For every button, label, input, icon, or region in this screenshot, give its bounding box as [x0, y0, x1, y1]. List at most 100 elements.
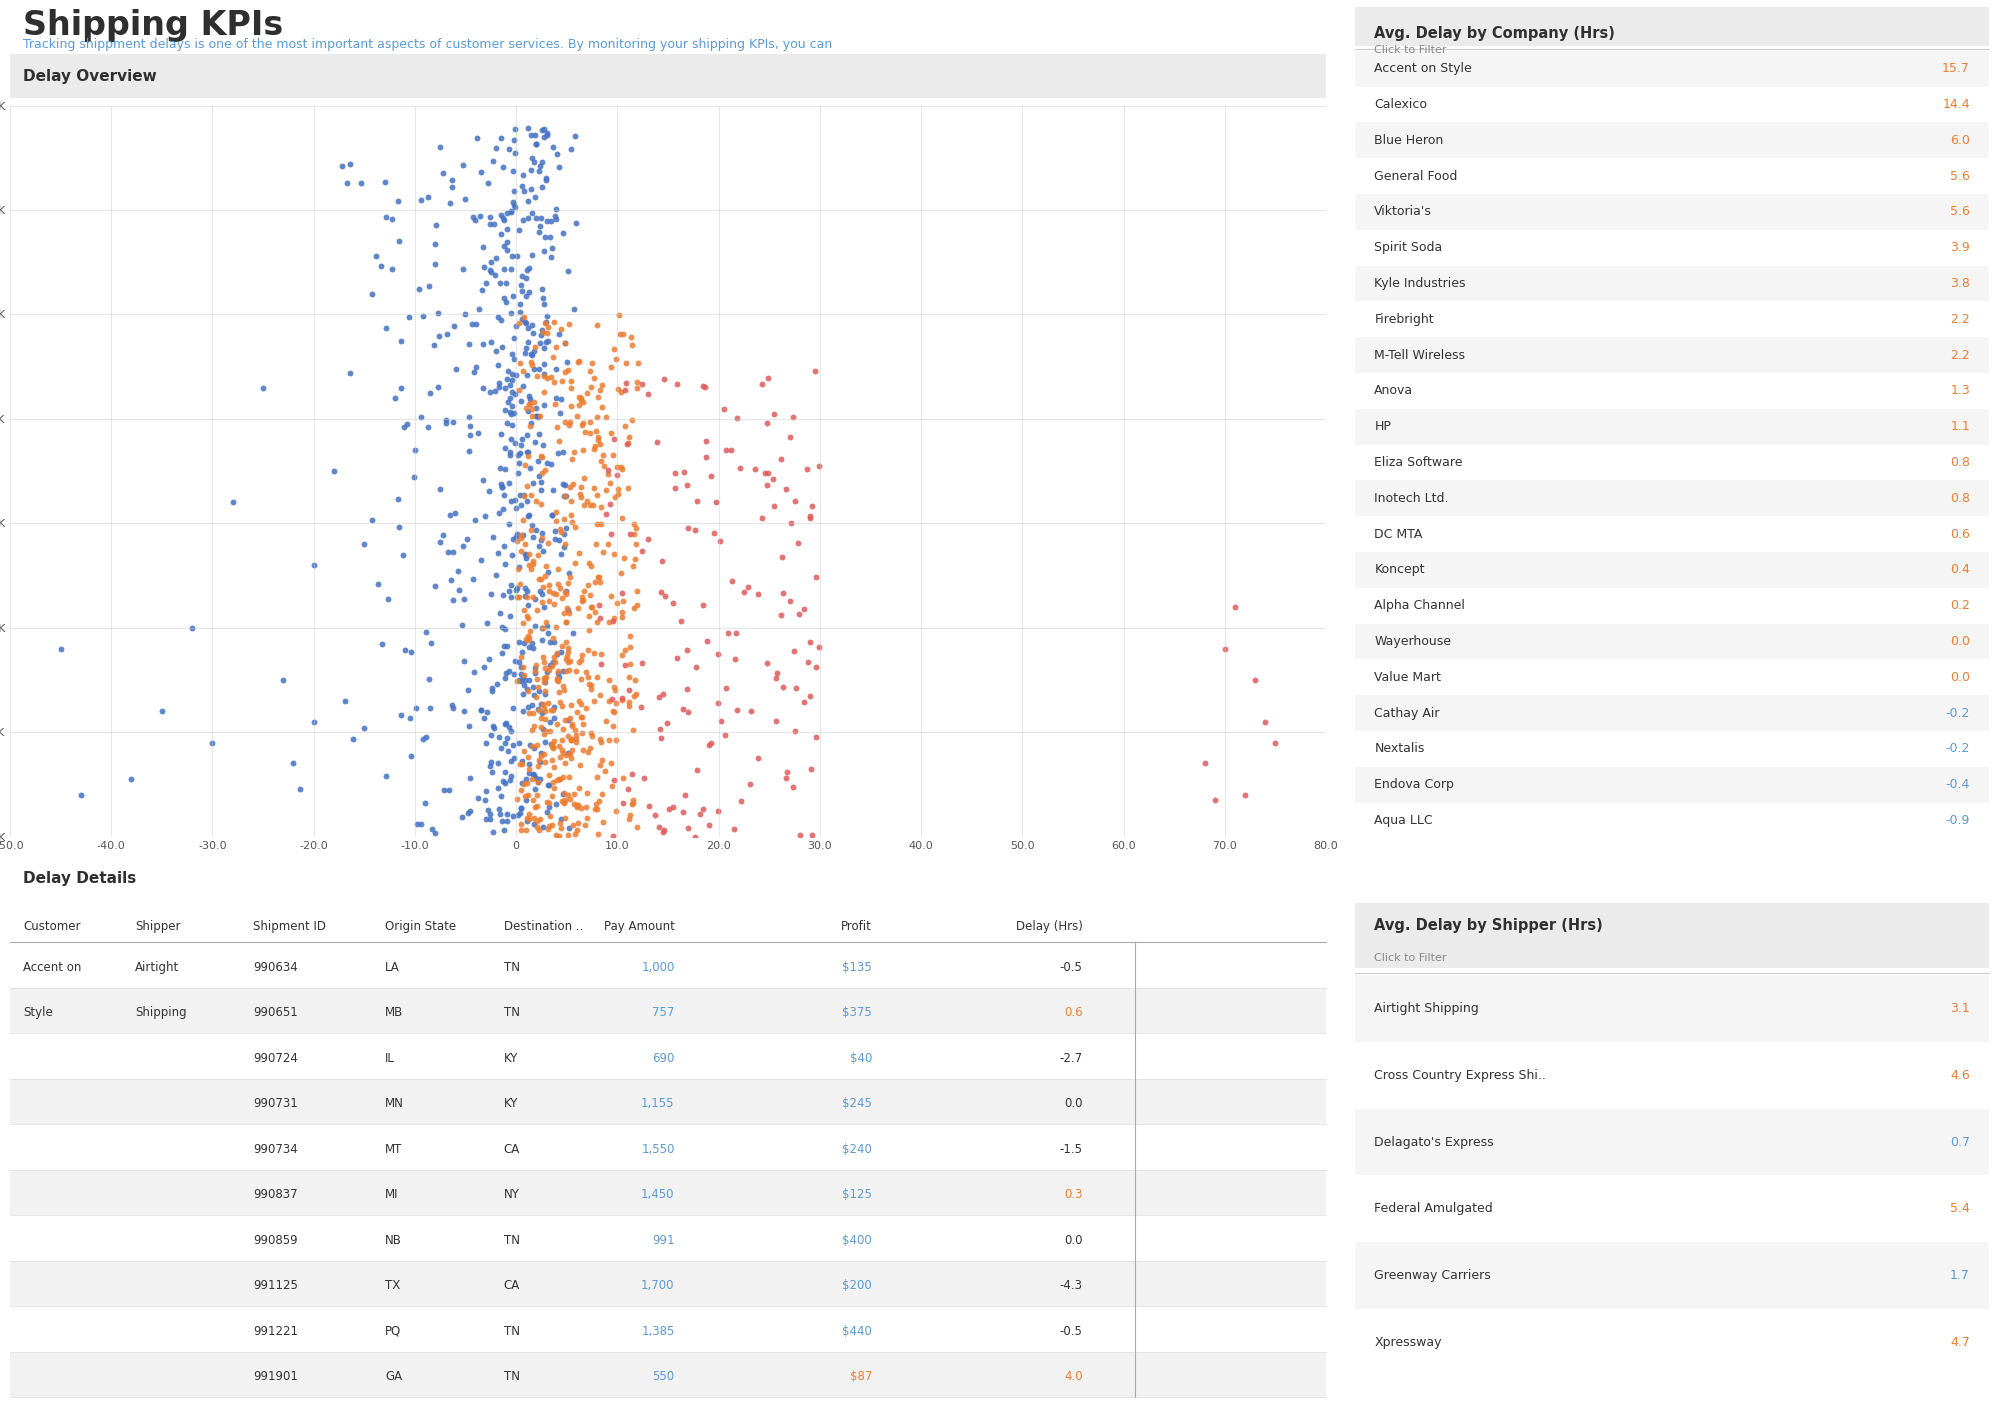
- Point: [501, 444, 533, 467]
- Point: [496, 764, 527, 787]
- Point: [537, 345, 569, 368]
- Point: [442, 580, 474, 602]
- Point: [496, 258, 527, 281]
- Point: [543, 767, 575, 790]
- Point: [448, 650, 480, 673]
- Point: [599, 485, 631, 508]
- Point: [565, 643, 597, 666]
- Point: [535, 503, 567, 526]
- Point: [484, 804, 515, 826]
- Point: [505, 309, 537, 331]
- Point: [543, 577, 575, 599]
- Text: 5.6: 5.6: [1950, 169, 1968, 183]
- FancyBboxPatch shape: [1355, 123, 1988, 158]
- Text: 5.4: 5.4: [1950, 1203, 1968, 1215]
- Point: [412, 416, 444, 439]
- Point: [567, 391, 599, 413]
- Point: [547, 742, 579, 764]
- FancyBboxPatch shape: [154, 68, 188, 83]
- Text: Value Mart: Value Mart: [1375, 671, 1441, 684]
- Point: [547, 781, 579, 804]
- Point: [525, 618, 557, 640]
- Point: [474, 259, 505, 282]
- Point: [537, 646, 569, 668]
- Point: [458, 209, 490, 231]
- Point: [484, 602, 515, 625]
- Point: [605, 381, 637, 403]
- Point: [424, 324, 456, 347]
- Point: [1229, 784, 1261, 807]
- Point: [751, 412, 783, 434]
- Point: [517, 736, 549, 759]
- Point: [366, 633, 398, 656]
- Point: [591, 533, 623, 556]
- Point: [298, 554, 330, 577]
- Point: [507, 773, 539, 795]
- Point: [547, 718, 579, 740]
- Text: Anova: Anova: [1375, 385, 1413, 398]
- Point: [667, 698, 699, 721]
- Point: [613, 625, 645, 647]
- Point: [687, 375, 719, 398]
- Point: [494, 386, 525, 409]
- Point: [1219, 595, 1251, 618]
- Point: [488, 584, 519, 606]
- Text: TN: TN: [503, 1007, 519, 1019]
- Point: [653, 798, 685, 821]
- Point: [519, 615, 551, 637]
- Point: [511, 317, 543, 340]
- Point: [709, 677, 741, 699]
- Point: [539, 358, 571, 381]
- Point: [667, 801, 699, 823]
- Text: Blue Heron: Blue Heron: [1375, 134, 1443, 147]
- Point: [414, 697, 446, 719]
- Point: [468, 376, 500, 399]
- Point: [529, 331, 561, 354]
- Point: [484, 372, 515, 395]
- Point: [581, 484, 613, 506]
- Point: [565, 587, 597, 609]
- Point: [567, 580, 599, 602]
- Point: [507, 664, 539, 687]
- Point: [567, 713, 599, 736]
- Point: [543, 735, 575, 757]
- Point: [555, 369, 587, 392]
- Point: [513, 505, 545, 527]
- Point: [482, 354, 513, 376]
- Point: [511, 629, 543, 651]
- Point: [561, 794, 593, 816]
- Point: [553, 477, 585, 499]
- Point: [501, 585, 533, 608]
- Point: [535, 735, 567, 757]
- Point: [583, 730, 615, 753]
- Point: [579, 798, 611, 821]
- Point: [579, 434, 611, 457]
- Point: [517, 471, 549, 494]
- Point: [615, 326, 647, 348]
- Point: [490, 667, 521, 689]
- Point: [400, 812, 432, 835]
- Point: [643, 816, 675, 839]
- Point: [539, 501, 571, 523]
- Point: [749, 461, 781, 484]
- Point: [515, 147, 547, 169]
- Point: [509, 627, 541, 650]
- Point: [531, 774, 563, 797]
- Point: [474, 804, 505, 826]
- Point: [543, 691, 575, 713]
- Point: [547, 508, 579, 530]
- Point: [679, 519, 711, 541]
- Point: [547, 791, 579, 814]
- Point: [767, 581, 799, 603]
- Point: [507, 523, 539, 546]
- Text: 990651: 990651: [254, 1007, 298, 1019]
- Point: [775, 512, 807, 534]
- Text: TN: TN: [503, 1325, 519, 1338]
- Point: [601, 464, 633, 486]
- Point: [519, 767, 551, 790]
- Point: [609, 378, 641, 400]
- Point: [500, 141, 531, 164]
- Text: 1,385: 1,385: [641, 1325, 673, 1338]
- Point: [571, 781, 603, 804]
- Point: [420, 252, 452, 275]
